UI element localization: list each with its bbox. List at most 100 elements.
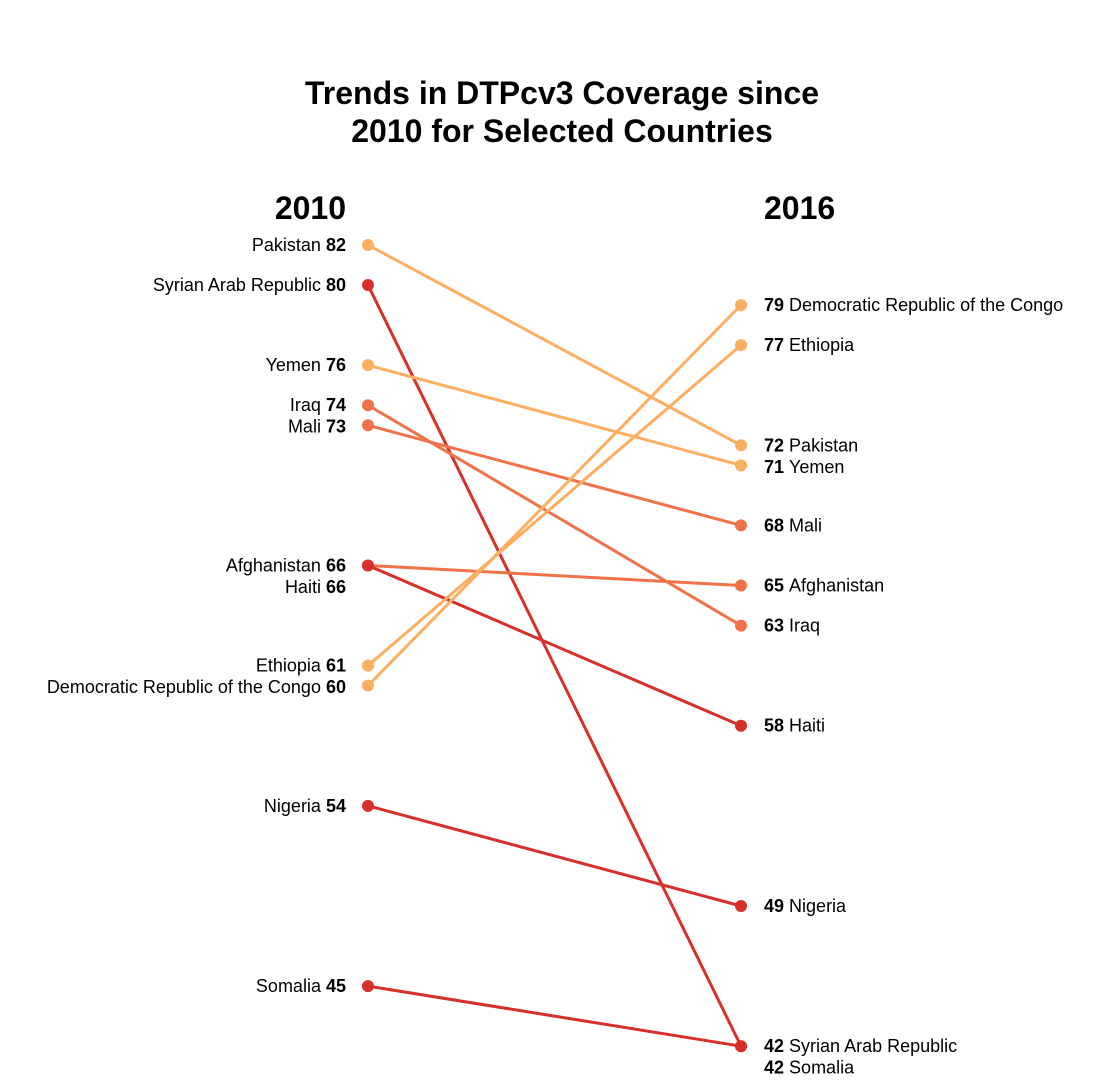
slope-lines (366, 243, 743, 1048)
slope-line-iraq (366, 403, 743, 628)
label-left-nigeria: Nigeria 54 (264, 796, 346, 816)
coverage-value: 79 (764, 295, 784, 315)
coverage-value: 76 (326, 355, 346, 375)
coverage-value: 58 (764, 716, 784, 736)
label-right-afghanistan: 65 Afghanistan (764, 576, 884, 596)
slope-line-mali (366, 423, 743, 527)
slope-line-syrian-arab-republic (366, 283, 743, 1048)
slope-points (362, 239, 747, 1053)
country-name: Mali (288, 417, 321, 437)
country-name: Iraq (290, 395, 321, 415)
coverage-value: 49 (764, 896, 784, 916)
country-name: Ethiopia (789, 335, 855, 355)
country-name: Iraq (789, 616, 820, 636)
chart-title: Trends in DTPcv3 Coverage since 2010 for… (0, 74, 1114, 150)
coverage-value: 65 (764, 576, 784, 596)
coverage-value: 74 (326, 395, 346, 415)
slope-line-somalia (366, 984, 743, 1048)
point-end-pakistan (735, 439, 747, 452)
point-end-mali (735, 519, 747, 532)
country-name: Afghanistan (789, 576, 884, 596)
country-name: Democratic Republic of the Congo (47, 677, 321, 697)
point-start-yemen (362, 359, 374, 372)
point-start-haiti (362, 559, 374, 572)
label-left-somalia: Somalia 45 (256, 976, 346, 996)
point-start-nigeria (362, 799, 374, 812)
label-left-haiti: Haiti 66 (285, 577, 346, 597)
label-right-pakistan: 72 Pakistan (764, 435, 858, 455)
coverage-value: 71 (764, 457, 784, 477)
coverage-value: 61 (326, 656, 346, 676)
point-end-somalia (735, 1040, 747, 1053)
point-start-mali (362, 419, 374, 432)
label-left-iraq: Iraq 74 (290, 395, 346, 415)
chart-title-line-1: Trends in DTPcv3 Coverage since (305, 75, 819, 111)
country-name: Syrian Arab Republic (153, 275, 321, 295)
country-name: Haiti (789, 716, 825, 736)
country-name: Nigeria (789, 896, 847, 916)
coverage-value: 82 (326, 235, 346, 255)
label-right-iraq: 63 Iraq (764, 616, 820, 636)
country-name: Nigeria (264, 796, 322, 816)
point-end-iraq (735, 619, 747, 632)
label-left-mali: Mali 73 (288, 417, 346, 437)
point-end-yemen (735, 459, 747, 472)
country-name: Afghanistan (226, 555, 321, 575)
label-right-syrian-arab-republic: 42 Syrian Arab Republic (764, 1036, 957, 1056)
point-start-ethiopia (362, 659, 374, 672)
label-right-mali: 68 Mali (764, 515, 822, 535)
country-name: Yemen (266, 355, 321, 375)
point-start-iraq (362, 399, 374, 412)
label-right-somalia: 42 Somalia (764, 1058, 855, 1078)
coverage-value: 77 (764, 335, 784, 355)
point-start-pakistan (362, 239, 374, 251)
chart-title-line-2: 2010 for Selected Countries (351, 113, 773, 149)
coverage-value: 73 (326, 417, 346, 437)
coverage-value: 72 (764, 435, 784, 455)
label-right-ethiopia: 77 Ethiopia (764, 335, 855, 355)
coverage-value: 54 (326, 796, 346, 816)
country-name: Pakistan (789, 435, 858, 455)
label-right-democratic-republic-of-the-congo: 79 Democratic Republic of the Congo (764, 295, 1063, 315)
coverage-value: 80 (326, 275, 346, 295)
label-right-nigeria: 49 Nigeria (764, 896, 847, 916)
country-name: Democratic Republic of the Congo (789, 295, 1063, 315)
coverage-value: 60 (326, 677, 346, 697)
point-end-afghanistan (735, 579, 747, 592)
country-name: Ethiopia (256, 656, 322, 676)
point-start-syrian-arab-republic (362, 279, 374, 292)
label-left-pakistan: Pakistan 82 (252, 235, 346, 255)
country-name: Mali (789, 515, 822, 535)
label-left-afghanistan: Afghanistan 66 (226, 555, 346, 575)
coverage-value: 42 (764, 1058, 784, 1078)
label-left-ethiopia: Ethiopia 61 (256, 656, 346, 676)
label-left-yemen: Yemen 76 (266, 355, 346, 375)
slope-line-haiti (366, 563, 743, 728)
year-header-2010: 2010 (275, 190, 346, 226)
coverage-value: 63 (764, 616, 784, 636)
point-end-ethiopia (735, 339, 747, 352)
label-right-haiti: 58 Haiti (764, 716, 825, 736)
point-end-nigeria (735, 899, 747, 912)
country-name: Pakistan (252, 235, 321, 255)
country-name: Syrian Arab Republic (789, 1036, 957, 1056)
slope-line-ethiopia (366, 343, 743, 668)
label-right-yemen: 71 Yemen (764, 457, 844, 477)
point-start-democratic-republic-of-the-congo (362, 679, 374, 692)
coverage-value: 66 (326, 577, 346, 597)
coverage-value: 68 (764, 515, 784, 535)
label-left-syrian-arab-republic: Syrian Arab Republic 80 (153, 275, 346, 295)
country-name: Somalia (789, 1058, 855, 1078)
point-end-haiti (735, 719, 747, 732)
label-left-democratic-republic-of-the-congo: Democratic Republic of the Congo 60 (47, 677, 346, 697)
point-start-somalia (362, 980, 374, 993)
slope-line-nigeria (366, 804, 743, 908)
coverage-value: 45 (326, 976, 346, 996)
point-end-democratic-republic-of-the-congo (735, 299, 747, 312)
coverage-value: 42 (764, 1036, 784, 1056)
slope-line-democratic-republic-of-the-congo (366, 303, 743, 688)
country-name: Haiti (285, 577, 321, 597)
